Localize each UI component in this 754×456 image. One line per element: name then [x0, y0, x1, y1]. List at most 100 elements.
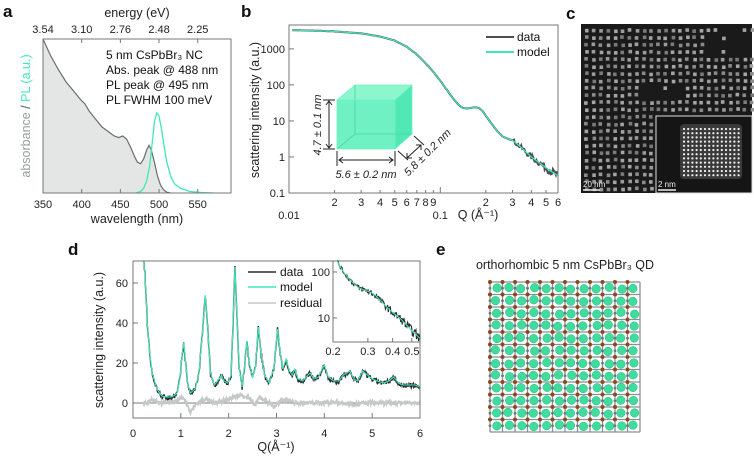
br-atom — [563, 361, 567, 365]
cs-atom — [617, 345, 627, 355]
nanocrystal — [635, 79, 640, 84]
atomic-column — [712, 140, 715, 143]
cs-atom — [517, 371, 527, 381]
pb-atom — [563, 342, 567, 347]
nanocrystal — [613, 86, 618, 91]
cs-atom — [492, 408, 502, 418]
nanocrystal — [598, 92, 603, 97]
br-atom — [501, 299, 504, 303]
pb-atom — [588, 342, 592, 347]
pb-atom — [588, 417, 592, 422]
cs-atom — [554, 358, 564, 368]
ylabel-absorbance: absorbance — [19, 112, 33, 177]
nanocrystal — [648, 36, 653, 40]
br-atom — [526, 424, 529, 428]
nanocrystal — [714, 86, 719, 91]
pb-atom — [500, 305, 505, 309]
nanocrystal — [591, 100, 596, 105]
cs-atom — [579, 284, 589, 294]
pb-atom — [513, 292, 517, 297]
cs-atom — [517, 320, 527, 330]
pb-atom — [625, 417, 630, 422]
br-atom — [551, 411, 554, 415]
pb-atom — [600, 392, 605, 397]
nanocrystal — [635, 165, 639, 170]
atomic-column — [737, 136, 740, 139]
panel-a-top-axis-label: energy (eV) — [104, 6, 169, 20]
annotation-sample: 5 nm CsPbBr₃ NC — [106, 48, 203, 62]
atomic-column — [737, 161, 740, 164]
nanocrystal — [591, 130, 596, 134]
nanocrystal — [664, 79, 668, 83]
pb-atom — [625, 392, 630, 397]
br-atom — [576, 324, 579, 328]
nanocrystal — [605, 57, 610, 61]
nanocrystal — [642, 57, 646, 61]
nanocrystal — [685, 50, 690, 54]
cs-atom — [555, 309, 565, 319]
cs-atom — [628, 296, 638, 307]
pb-atom — [600, 405, 605, 409]
cs-atom — [578, 334, 588, 344]
pb-atom — [513, 405, 517, 409]
cs-atom — [529, 320, 539, 330]
pb-atom — [563, 305, 567, 309]
cs-atom — [603, 320, 613, 330]
atomic-column — [695, 132, 698, 135]
pb-atom — [550, 342, 555, 347]
nanocrystal — [713, 28, 718, 32]
nanocrystal — [736, 107, 740, 111]
atomic-column — [720, 174, 723, 177]
cs-atom — [604, 333, 614, 343]
nanocrystal — [735, 64, 740, 69]
atomic-column — [716, 144, 719, 147]
nanocrystal — [642, 114, 646, 119]
nanocrystal — [620, 87, 625, 91]
height-arrowheads — [325, 100, 333, 149]
nanocrystal — [606, 100, 611, 104]
cs-atom — [553, 370, 564, 380]
nanocrystal — [656, 42, 660, 47]
pb-atom — [513, 355, 517, 359]
nanocrystal — [599, 100, 603, 104]
atomic-column — [737, 148, 740, 152]
cs-atom — [604, 371, 614, 381]
pb-atom — [563, 417, 567, 422]
nanocrystal — [621, 114, 625, 119]
atomic-column — [703, 148, 707, 152]
pb-atom — [563, 367, 567, 372]
nanocrystal — [735, 72, 740, 76]
atomic-column — [724, 140, 728, 143]
nanocrystal — [606, 165, 611, 169]
nanocrystal — [678, 78, 683, 83]
nanocrystal — [664, 28, 668, 33]
nanocrystal — [620, 130, 625, 134]
nanocrystal — [700, 35, 705, 39]
nanocrystal — [650, 101, 654, 105]
atomic-column — [703, 165, 707, 168]
nanocrystal — [592, 150, 597, 155]
pb-atom — [500, 330, 505, 334]
atomic-column — [737, 157, 740, 160]
br-atom — [563, 374, 567, 378]
nanocrystal — [585, 50, 589, 54]
inset-x-tick-label: 0.5 — [404, 346, 419, 358]
br-atom — [538, 374, 542, 378]
nanocrystal — [656, 58, 661, 62]
nanocrystal — [649, 151, 653, 156]
atomic-column — [724, 144, 728, 147]
nanocrystal — [642, 35, 647, 40]
nanocrystal — [642, 151, 647, 155]
absorbance-area — [43, 39, 171, 193]
nanocrystal — [714, 100, 719, 105]
cs-atom — [603, 384, 613, 394]
nanocrystal — [657, 78, 661, 83]
pb-atom — [625, 305, 630, 309]
br-atom — [588, 399, 592, 403]
nanocrystal — [699, 86, 704, 90]
pb-atom — [488, 330, 492, 334]
x-tick-label: 3 — [358, 197, 364, 209]
br-atom — [538, 386, 542, 390]
cs-atom — [616, 408, 626, 418]
nanocrystal — [598, 172, 603, 177]
